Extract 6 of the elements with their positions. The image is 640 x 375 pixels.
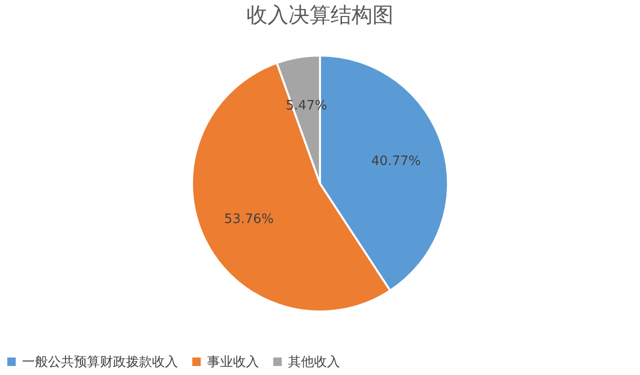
data-label: 40.77%	[371, 154, 421, 169]
chart-title: 收入决算结构图	[246, 3, 394, 27]
legend-label: 事业收入	[207, 354, 259, 370]
legend-label: 其他收入	[288, 354, 340, 370]
legend-label: 一般公共预算财政拨款收入	[22, 354, 178, 370]
data-label: 53.76%	[224, 212, 274, 227]
